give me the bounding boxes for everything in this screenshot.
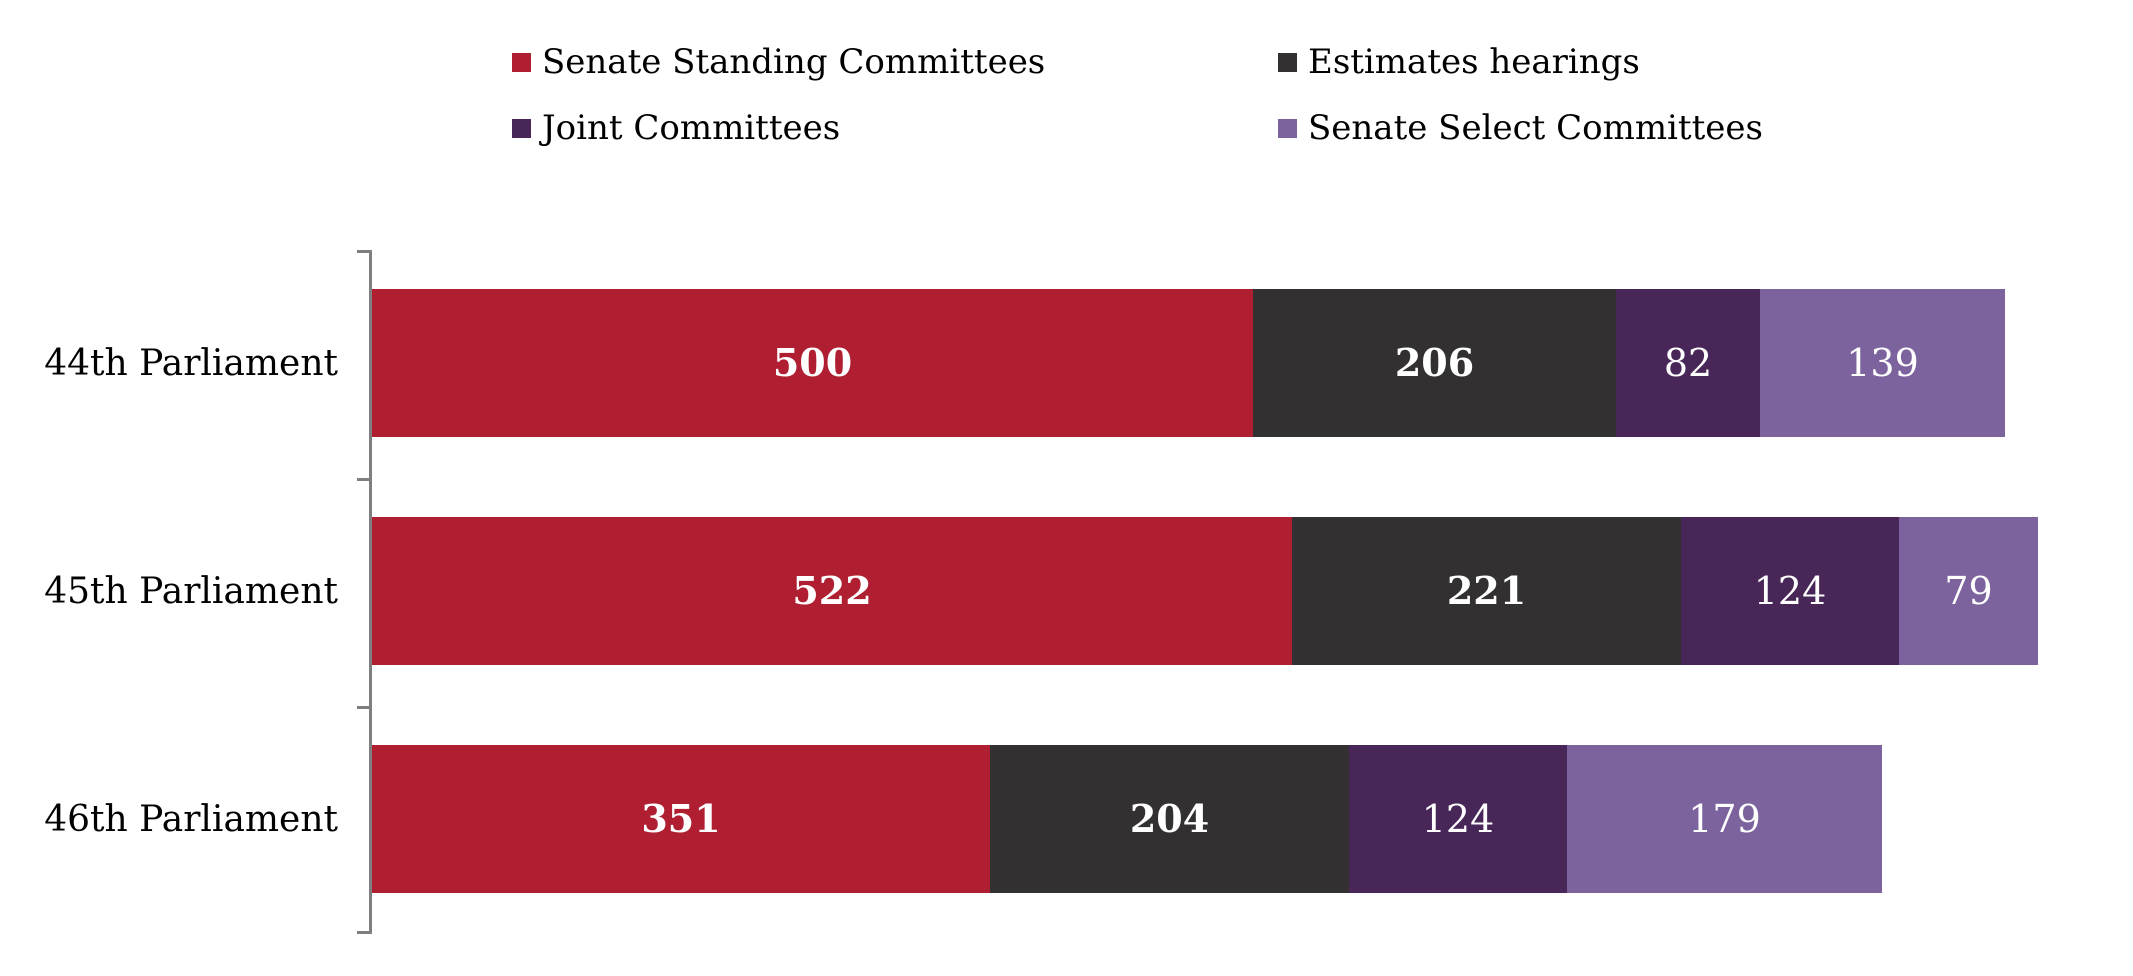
bar-segment-joint-committees: 124 bbox=[1681, 517, 1899, 665]
category-label-45th-parliament: 45th Parliament bbox=[44, 570, 338, 612]
bar-value-label: 139 bbox=[1846, 341, 1919, 385]
bar-value-label: 79 bbox=[1944, 569, 1993, 613]
bar-segment-senate-select-committees: 79 bbox=[1899, 517, 2038, 665]
bar-value-label: 124 bbox=[1753, 569, 1827, 613]
bar-segment-senate-standing-committees: 351 bbox=[372, 745, 990, 893]
bar-row-44th-parliament: 500 206 82 139 bbox=[372, 289, 2005, 437]
bar-segment-estimates-hearings: 204 bbox=[990, 745, 1349, 893]
bar-value-label: 124 bbox=[1421, 797, 1495, 841]
legend-label: Estimates hearings bbox=[1308, 42, 1640, 82]
bar-value-label: 82 bbox=[1663, 341, 1713, 385]
bar-segment-senate-standing-committees: 522 bbox=[372, 517, 1292, 665]
category-label-46th-parliament: 46th Parliament bbox=[44, 798, 338, 840]
legend-swatch-senate-standing-committees bbox=[512, 52, 531, 72]
category-axis-line bbox=[369, 250, 372, 934]
bar-value-label: 204 bbox=[1129, 796, 1210, 841]
bar-value-label: 351 bbox=[641, 796, 721, 841]
bar-segment-senate-standing-committees: 500 bbox=[372, 289, 1253, 437]
axis-tick bbox=[357, 478, 372, 481]
legend-item-joint-committees: Joint Committees bbox=[512, 108, 840, 148]
category-label-44th-parliament: 44th Parliament bbox=[44, 342, 338, 384]
bar-segment-joint-committees: 82 bbox=[1616, 289, 1760, 437]
bar-segment-joint-committees: 124 bbox=[1349, 745, 1567, 893]
legend-item-senate-standing-committees: Senate Standing Committees bbox=[512, 42, 1045, 82]
legend-label: Joint Committees bbox=[542, 108, 841, 148]
legend-swatch-joint-committees bbox=[512, 118, 531, 138]
bar-value-label: 206 bbox=[1394, 340, 1475, 385]
bar-segment-estimates-hearings: 206 bbox=[1253, 289, 1616, 437]
legend-swatch-estimates-hearings bbox=[1278, 52, 1297, 72]
bar-segment-estimates-hearings: 221 bbox=[1292, 517, 1681, 665]
axis-tick bbox=[357, 706, 372, 709]
legend-item-estimates-hearings: Estimates hearings bbox=[1278, 42, 1640, 82]
bar-row-45th-parliament: 522 221 124 79 bbox=[372, 517, 2038, 665]
bar-value-label: 221 bbox=[1446, 568, 1527, 613]
legend-swatch-senate-select-committees bbox=[1278, 118, 1297, 138]
legend-item-senate-select-committees: Senate Select Committees bbox=[1278, 108, 1763, 148]
bar-segment-senate-select-committees: 139 bbox=[1760, 289, 2005, 437]
bar-value-label: 500 bbox=[772, 340, 853, 385]
legend-label: Senate Select Committees bbox=[1308, 108, 1763, 148]
bar-row-46th-parliament: 351 204 124 179 bbox=[372, 745, 1882, 893]
bar-value-label: 522 bbox=[792, 568, 872, 613]
legend-label: Senate Standing Committees bbox=[542, 42, 1046, 82]
axis-tick bbox=[357, 250, 372, 253]
bar-segment-senate-select-committees: 179 bbox=[1567, 745, 1882, 893]
bar-value-label: 179 bbox=[1688, 797, 1761, 841]
axis-tick bbox=[357, 931, 372, 934]
